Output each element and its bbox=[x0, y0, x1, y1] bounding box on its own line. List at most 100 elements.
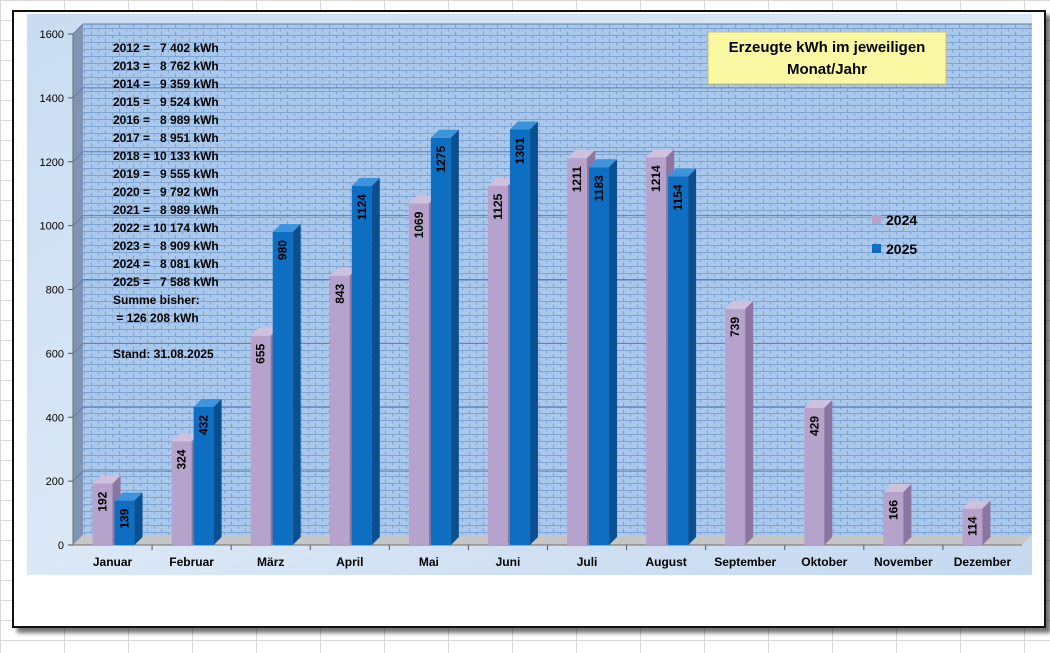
bar-top bbox=[668, 168, 697, 177]
data-label: 432 bbox=[197, 415, 211, 435]
bar-top bbox=[272, 224, 301, 233]
data-label: 739 bbox=[728, 317, 742, 337]
bar-side bbox=[903, 483, 912, 545]
bar-2025: 1301 bbox=[509, 121, 538, 546]
bar-side bbox=[371, 178, 380, 545]
bar-2025: 139 bbox=[114, 492, 143, 545]
x-tick-label: Mai bbox=[419, 555, 439, 569]
legend-swatch-2025 bbox=[872, 244, 881, 253]
x-tick-label: August bbox=[645, 555, 686, 569]
bar-top bbox=[430, 129, 459, 138]
y-tick-label: 1200 bbox=[40, 157, 64, 169]
stand-date: Stand: 31.08.2025 bbox=[113, 347, 214, 361]
bar-top bbox=[589, 159, 618, 168]
annotation-sum-label: Summe bisher: bbox=[113, 293, 200, 307]
annotation-line: 2022 = 10 174 kWh bbox=[113, 221, 219, 235]
bar-2025: 1183 bbox=[589, 159, 618, 545]
bar-front bbox=[250, 335, 271, 545]
legend-label-2024: 2024 bbox=[886, 212, 917, 228]
data-label: 1214 bbox=[649, 165, 663, 192]
annotation-line: 2014 = 9 359 kWh bbox=[113, 77, 219, 91]
y-tick-label: 1600 bbox=[40, 29, 64, 41]
bar-top bbox=[329, 267, 358, 276]
y-tick-label: 400 bbox=[46, 412, 64, 424]
bar-front bbox=[804, 407, 825, 545]
bar-top bbox=[509, 121, 538, 130]
bar-side bbox=[134, 492, 143, 545]
annotation-line: 2015 = 9 524 kWh bbox=[113, 95, 219, 109]
bar-side bbox=[213, 399, 222, 545]
bar-2024: 429 bbox=[804, 399, 833, 545]
bar-top bbox=[725, 300, 754, 309]
legend-swatch-2024 bbox=[872, 215, 881, 224]
bar-top bbox=[408, 195, 437, 204]
data-label: 1211 bbox=[570, 166, 584, 192]
title-background bbox=[707, 31, 947, 85]
data-label: 843 bbox=[333, 283, 347, 303]
legend-label-2025: 2025 bbox=[886, 241, 917, 257]
bar-top bbox=[883, 483, 912, 492]
annotation-line: 2012 = 7 402 kWh bbox=[113, 41, 219, 55]
bar-front bbox=[962, 508, 983, 545]
bar-top bbox=[193, 399, 222, 408]
bar-front bbox=[509, 129, 530, 546]
gridline-side bbox=[72, 406, 84, 418]
bar-front bbox=[646, 157, 667, 545]
data-label: 980 bbox=[276, 240, 290, 260]
chart-title-line1: Erzeugte kWh im jeweiligen bbox=[729, 39, 926, 56]
bar-side bbox=[292, 224, 301, 545]
bar-side bbox=[529, 121, 538, 545]
bar-2025: 1124 bbox=[351, 178, 380, 545]
bar-side bbox=[688, 168, 697, 545]
bar-front bbox=[351, 186, 372, 545]
bar-front bbox=[114, 500, 135, 545]
annotation-line: 2020 = 9 792 kWh bbox=[113, 185, 219, 199]
data-label: 139 bbox=[118, 508, 132, 528]
x-tick-label: Oktober bbox=[801, 555, 847, 569]
bar-2025: 1275 bbox=[430, 129, 459, 545]
annotation-line: 2025 = 7 588 kWh bbox=[113, 275, 219, 289]
bar-top bbox=[351, 178, 380, 187]
bar-front bbox=[668, 176, 689, 545]
plot-floor bbox=[73, 535, 1032, 545]
data-label: 1069 bbox=[412, 211, 426, 238]
bar-front bbox=[92, 483, 113, 545]
bar-top bbox=[567, 150, 596, 159]
bar-front bbox=[589, 167, 610, 545]
bar-side bbox=[745, 300, 754, 545]
y-tick-label: 800 bbox=[46, 285, 64, 297]
bar-2025: 980 bbox=[272, 224, 301, 545]
bar-2025: 432 bbox=[193, 399, 222, 545]
x-tick-label: Juli bbox=[577, 555, 598, 569]
bar-2024: 739 bbox=[725, 300, 754, 545]
gridline-side bbox=[72, 279, 84, 290]
annotation-sum-value: = 126 208 kWh bbox=[113, 311, 199, 325]
bar-front bbox=[272, 232, 293, 545]
bar-side bbox=[982, 500, 991, 545]
data-label: 655 bbox=[254, 343, 268, 363]
bar-2024: 166 bbox=[883, 483, 912, 545]
gridline-side bbox=[72, 151, 84, 163]
bar-top bbox=[171, 433, 200, 442]
x-tick-label: Dezember bbox=[954, 555, 1012, 569]
bar-front bbox=[487, 185, 508, 545]
annotation-line: 2016 = 8 989 kWh bbox=[113, 113, 219, 127]
annotation-line: 2017 = 8 951 kWh bbox=[113, 131, 219, 145]
y-tick-label: 200 bbox=[46, 476, 64, 488]
bar-front bbox=[193, 407, 214, 545]
annotation-line: 2024 = 8 081 kWh bbox=[113, 257, 219, 271]
bar-top bbox=[114, 492, 143, 501]
annotation-line: 2018 = 10 133 kWh bbox=[113, 149, 219, 163]
gridline-side bbox=[72, 23, 84, 35]
bar-top bbox=[487, 177, 516, 186]
y-tick-label: 1000 bbox=[40, 221, 64, 233]
data-label: 1183 bbox=[592, 175, 606, 201]
data-label: 1154 bbox=[671, 184, 685, 210]
x-tick-label: März bbox=[257, 555, 284, 569]
annotation-line: 2021 = 8 989 kWh bbox=[113, 203, 219, 217]
bar-front bbox=[408, 203, 429, 545]
x-tick-label: November bbox=[874, 555, 933, 569]
data-label: 114 bbox=[965, 516, 979, 536]
bar-front bbox=[883, 491, 904, 545]
